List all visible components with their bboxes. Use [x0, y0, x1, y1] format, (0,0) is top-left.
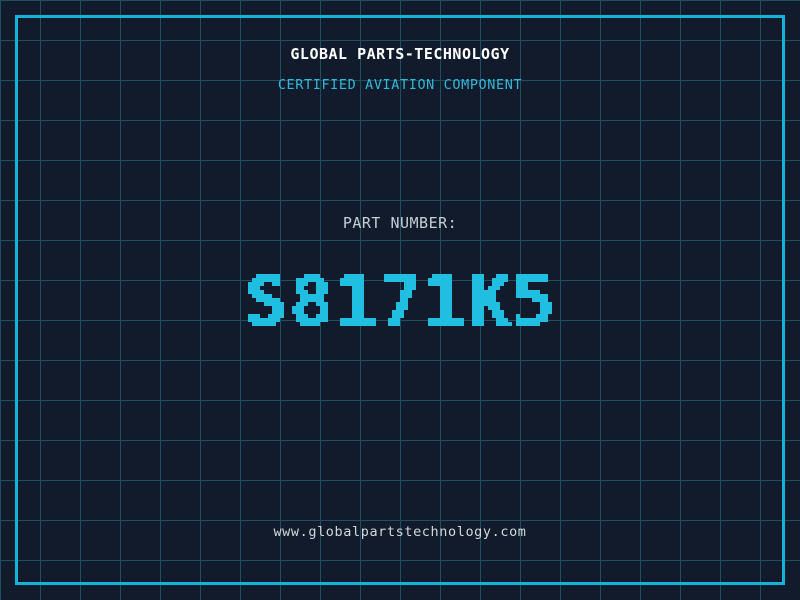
part-number-pixel-canvas: [240, 246, 560, 354]
company-title: GLOBAL PARTS-TECHNOLOGY: [290, 45, 510, 63]
part-number-label: PART NUMBER:: [342, 214, 458, 232]
part-number-display: S8171K5: [0, 246, 800, 358]
website-url: www.globalpartstechnology.com: [273, 524, 527, 540]
certification-subtitle: CERTIFIED AVIATION COMPONENT: [277, 77, 523, 93]
